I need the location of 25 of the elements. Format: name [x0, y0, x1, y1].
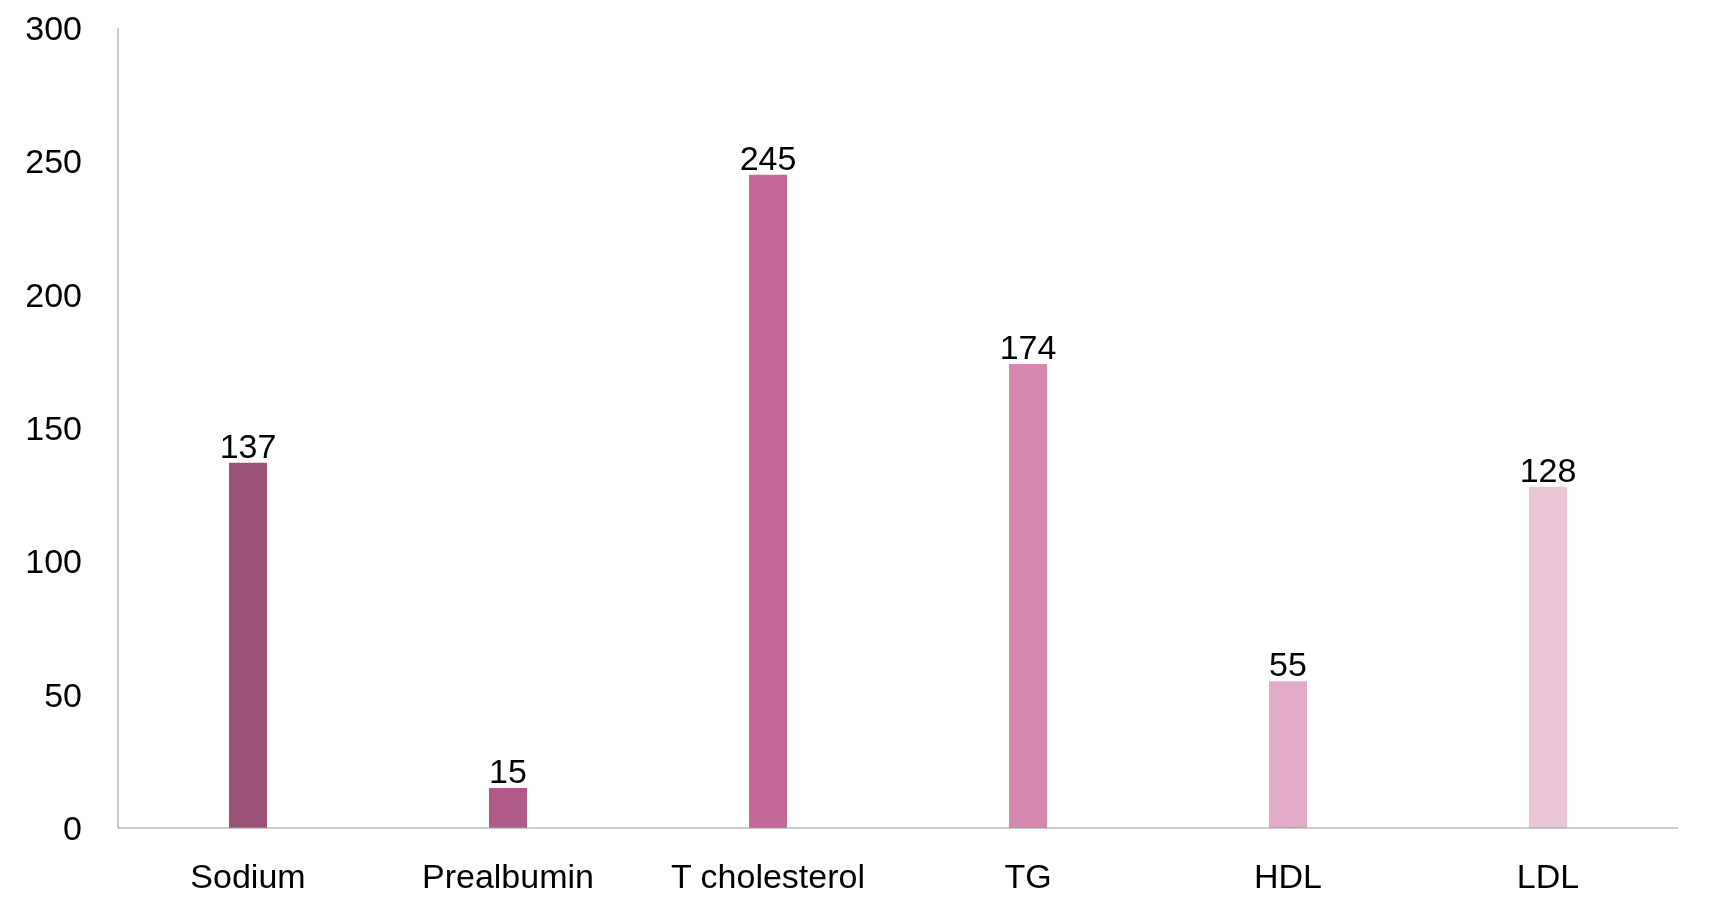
x-tick-label: TG — [1004, 857, 1052, 896]
x-tick-label: LDL — [1516, 857, 1580, 896]
x-tick-label: T cholesterol — [670, 857, 866, 896]
data-label: 174 — [999, 328, 1057, 366]
data-label: 245 — [739, 138, 797, 177]
y-tick-label: 200 — [25, 275, 82, 314]
bar — [229, 462, 267, 828]
bar — [1269, 681, 1307, 828]
bar — [1529, 486, 1567, 828]
bar — [1009, 364, 1047, 828]
y-tick-label: 300 — [25, 9, 82, 48]
x-tick-label: HDL — [1253, 857, 1323, 896]
y-tick-label: 50 — [44, 675, 82, 714]
data-label: 137 — [219, 426, 277, 465]
y-tick-label: 0 — [63, 809, 82, 848]
y-tick-label: 100 — [25, 542, 82, 581]
bar — [489, 788, 527, 828]
x-tick-label: Sodium — [190, 857, 306, 896]
data-label: 128 — [1519, 450, 1577, 489]
x-tick-label: Prealbumin — [422, 857, 594, 896]
y-tick-label: 150 — [25, 409, 82, 448]
bar — [749, 174, 787, 828]
data-label: 15 — [489, 752, 527, 790]
y-tick-label: 250 — [25, 142, 82, 181]
data-label: 55 — [1269, 645, 1307, 684]
